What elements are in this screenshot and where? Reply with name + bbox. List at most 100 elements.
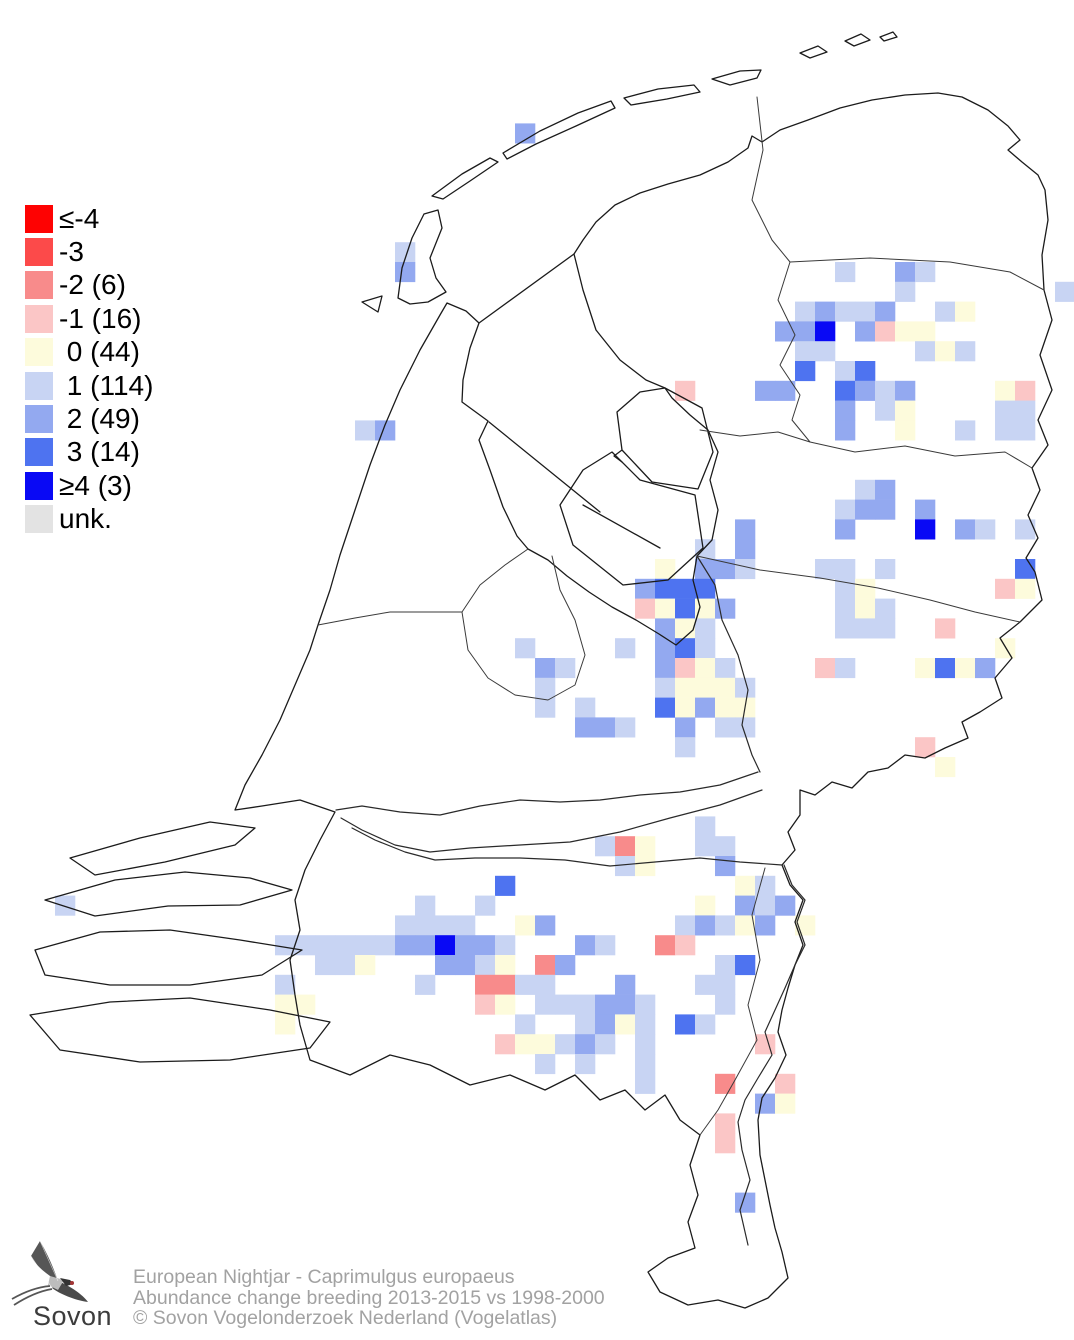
grid-cell xyxy=(715,598,736,619)
grid-cell xyxy=(895,400,916,421)
grid-cell xyxy=(875,400,896,421)
grid-cell xyxy=(875,479,896,500)
legend: ≤-4 -3 -2 (6) -1 (16) 0 (44) 1 (114) 2 (49)… xyxy=(25,202,153,536)
grid-cell xyxy=(655,559,676,580)
grid-cell xyxy=(275,1014,296,1035)
grid-cell xyxy=(695,895,716,916)
grid-cell xyxy=(715,836,736,857)
grid-cell xyxy=(955,341,976,362)
legend-label: 1 (114) xyxy=(59,369,154,401)
grid-cell xyxy=(655,935,676,956)
grid-cell xyxy=(855,499,876,520)
legend-swatch xyxy=(25,271,53,300)
grid-cell xyxy=(655,598,676,619)
river-waal xyxy=(340,789,763,853)
grid-cell xyxy=(535,994,556,1015)
grid-cell xyxy=(735,875,756,896)
grid-cell xyxy=(835,400,856,421)
border-friesland-groningen xyxy=(751,96,791,263)
grid-cell xyxy=(575,1054,596,1075)
grid-cell xyxy=(695,598,716,619)
legend-label: -3 xyxy=(59,236,84,268)
grid-cell xyxy=(895,420,916,441)
grid-cell xyxy=(695,836,716,857)
grid-cell xyxy=(835,519,856,540)
river-maas-lower xyxy=(351,827,783,867)
grid-cell xyxy=(875,321,896,342)
grid-cell xyxy=(415,895,436,916)
grid-cell xyxy=(715,1113,736,1134)
grid-cell xyxy=(55,895,76,916)
grid-cell xyxy=(995,400,1016,421)
legend-label: ≥4 (3) xyxy=(59,469,132,501)
grid-cell xyxy=(515,974,536,995)
grid-cell xyxy=(415,974,436,995)
river-nederrijn-lek xyxy=(335,771,759,816)
grid-cell xyxy=(915,341,936,362)
grid-cell xyxy=(635,578,656,599)
grid-cell xyxy=(855,380,876,401)
grid-cell xyxy=(315,935,336,956)
border-overijssel-gelderland xyxy=(696,555,1021,623)
grid-cell xyxy=(815,321,836,342)
legend-swatch xyxy=(25,405,53,434)
grid-cell xyxy=(635,1073,656,1094)
grid-cell xyxy=(655,658,676,679)
grid-cell xyxy=(515,1014,536,1035)
grid-cell xyxy=(1015,420,1036,441)
grid-cell xyxy=(1015,559,1036,580)
grid-cell xyxy=(435,955,456,976)
grid-cell xyxy=(655,638,676,659)
grid-cell xyxy=(915,499,936,520)
grid-cell xyxy=(675,697,696,718)
grid-cell xyxy=(975,519,996,540)
grid-cell xyxy=(535,915,556,936)
grid-cell xyxy=(815,658,836,679)
grid-cell xyxy=(715,955,736,976)
island-terschelling xyxy=(502,100,616,160)
grid-cell xyxy=(615,836,636,857)
grid-cell xyxy=(735,717,756,738)
river-maas-limburg xyxy=(737,864,806,1246)
copyright-line: © Sovon Vogelonderzoek Nederland (Vogela… xyxy=(133,1307,558,1329)
grid-cell xyxy=(635,1054,656,1075)
netherlands-outline xyxy=(29,31,1053,1309)
grid-cell xyxy=(695,816,716,837)
grid-cell xyxy=(955,658,976,679)
grid-cell xyxy=(935,618,956,639)
grid-cells xyxy=(55,123,1074,1213)
grid-cell xyxy=(1015,578,1036,599)
grid-cell xyxy=(675,717,696,738)
grid-cell xyxy=(395,935,416,956)
grid-cell xyxy=(835,380,856,401)
legend-item: -2 (6) xyxy=(25,269,153,302)
logo-text: Sovon xyxy=(33,1301,113,1331)
grid-cell xyxy=(735,1192,756,1213)
legend-swatch xyxy=(25,505,53,534)
grid-cell xyxy=(915,262,936,283)
grid-cell xyxy=(555,994,576,1015)
grid-cell xyxy=(575,717,596,738)
grid-cell xyxy=(295,994,316,1015)
grid-cell xyxy=(835,262,856,283)
grid-cell xyxy=(975,658,996,679)
grid-cell xyxy=(415,935,436,956)
grid-cell xyxy=(635,836,656,857)
grid-cell xyxy=(375,935,396,956)
grid-cell xyxy=(715,717,736,738)
grid-cell xyxy=(715,856,736,877)
grid-cell xyxy=(275,974,296,995)
grid-cell xyxy=(795,301,816,322)
legend-item: 1 (114) xyxy=(25,369,153,402)
grid-cell xyxy=(795,361,816,382)
grid-cell xyxy=(855,321,876,342)
grid-cell xyxy=(615,994,636,1015)
grid-cell xyxy=(535,1034,556,1055)
grid-cell xyxy=(715,1133,736,1154)
grid-cell xyxy=(675,380,696,401)
grid-cell xyxy=(835,559,856,580)
grid-cell xyxy=(275,935,296,956)
grid-cell xyxy=(615,856,636,877)
grid-cell xyxy=(995,420,1016,441)
species-title: European Nightjar - Caprimulgus europaeu… xyxy=(133,1266,515,1288)
